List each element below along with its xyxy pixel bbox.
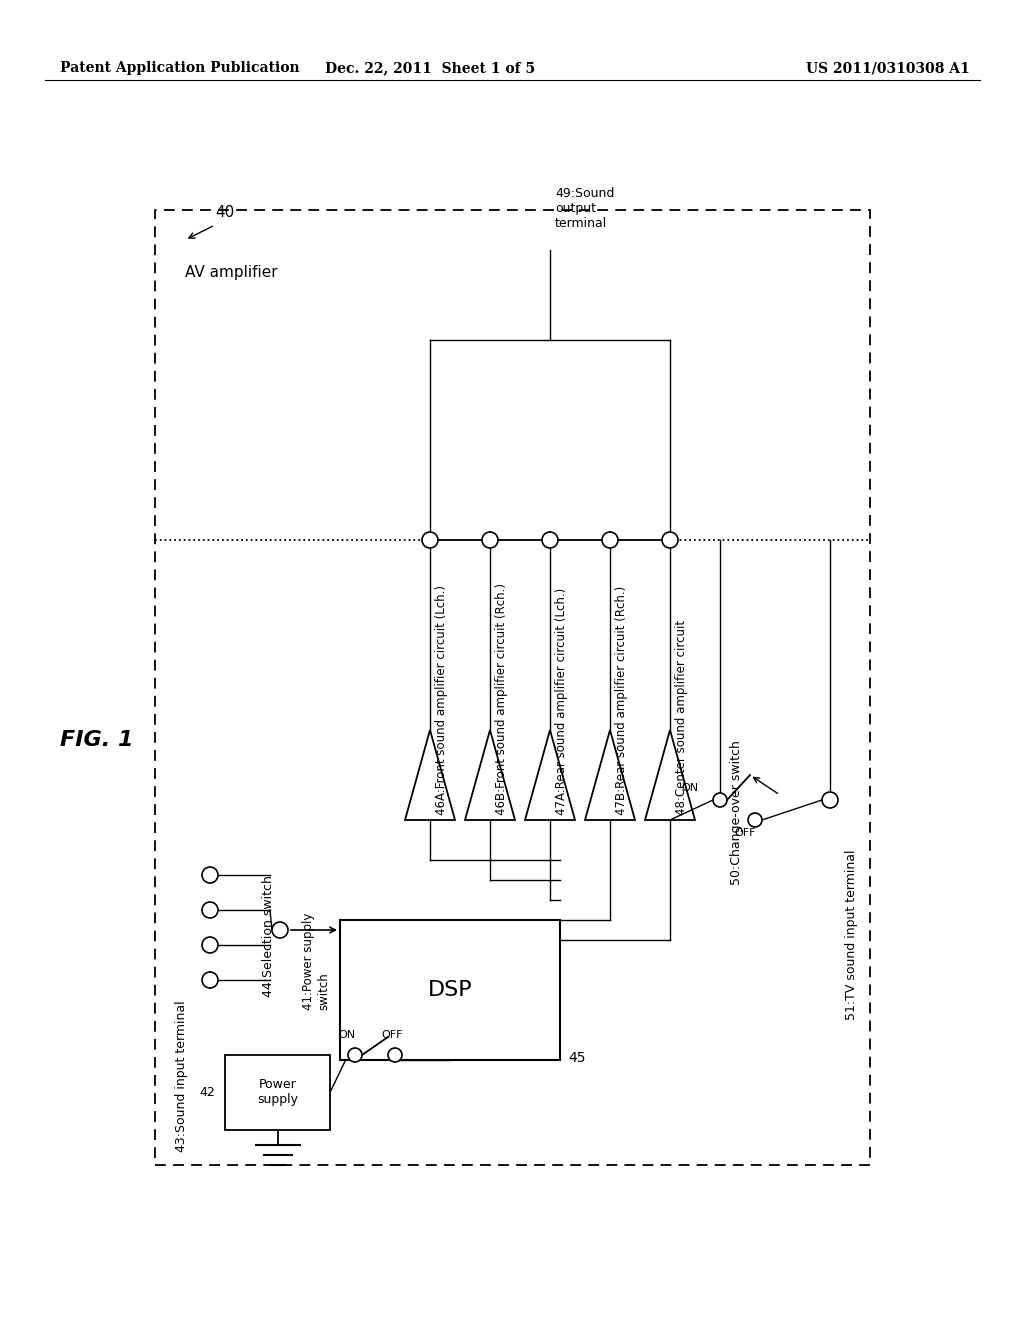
Bar bbox=[155, 210, 870, 1166]
Circle shape bbox=[202, 902, 218, 917]
Text: 41:Power supply
switch: 41:Power supply switch bbox=[302, 912, 330, 1010]
Circle shape bbox=[388, 1048, 402, 1063]
Text: 42: 42 bbox=[200, 1086, 215, 1100]
Text: 49:Sound
output
terminal: 49:Sound output terminal bbox=[555, 187, 614, 230]
Circle shape bbox=[542, 532, 558, 548]
Circle shape bbox=[348, 1048, 362, 1063]
Text: OFF: OFF bbox=[734, 828, 756, 838]
Circle shape bbox=[202, 972, 218, 987]
Text: 43:Sound input terminal: 43:Sound input terminal bbox=[175, 1001, 188, 1151]
Circle shape bbox=[713, 793, 727, 807]
Circle shape bbox=[482, 532, 498, 548]
Circle shape bbox=[822, 792, 838, 808]
Bar bbox=[340, 920, 560, 1060]
Text: AV amplifier: AV amplifier bbox=[185, 265, 278, 280]
Circle shape bbox=[662, 532, 678, 548]
Text: 40: 40 bbox=[215, 205, 234, 220]
Text: DSP: DSP bbox=[428, 979, 472, 1001]
Text: ON: ON bbox=[681, 783, 698, 793]
Text: ON: ON bbox=[339, 1030, 355, 1040]
Text: OFF: OFF bbox=[381, 1030, 402, 1040]
Text: 50:Change-over switch: 50:Change-over switch bbox=[730, 741, 743, 884]
Text: Power
supply: Power supply bbox=[257, 1078, 298, 1106]
Text: 45: 45 bbox=[568, 1051, 586, 1065]
Circle shape bbox=[202, 937, 218, 953]
Text: Dec. 22, 2011  Sheet 1 of 5: Dec. 22, 2011 Sheet 1 of 5 bbox=[325, 61, 536, 75]
Text: 47A:Rear sound amplifier circuit (Lch.): 47A:Rear sound amplifier circuit (Lch.) bbox=[555, 587, 568, 814]
Text: 48:Center sound amplifier circuit: 48:Center sound amplifier circuit bbox=[675, 620, 688, 814]
Text: 46A:Front sound amplifier circuit (Lch.): 46A:Front sound amplifier circuit (Lch.) bbox=[435, 585, 449, 814]
Circle shape bbox=[602, 532, 618, 548]
Text: FIG. 1: FIG. 1 bbox=[60, 730, 133, 750]
Circle shape bbox=[748, 813, 762, 828]
Circle shape bbox=[272, 921, 288, 939]
Text: 51:TV sound input terminal: 51:TV sound input terminal bbox=[845, 850, 858, 1020]
Circle shape bbox=[422, 532, 438, 548]
Text: US 2011/0310308 A1: US 2011/0310308 A1 bbox=[806, 61, 970, 75]
Text: 44:Selection switch: 44:Selection switch bbox=[262, 875, 275, 997]
Text: Patent Application Publication: Patent Application Publication bbox=[60, 61, 300, 75]
Text: 47B:Rear sound amplifier circuit (Rch.): 47B:Rear sound amplifier circuit (Rch.) bbox=[615, 586, 628, 814]
Bar bbox=[225, 1055, 330, 1130]
Circle shape bbox=[202, 867, 218, 883]
Text: 46B:Front sound amplifier circuit (Rch.): 46B:Front sound amplifier circuit (Rch.) bbox=[495, 583, 508, 814]
